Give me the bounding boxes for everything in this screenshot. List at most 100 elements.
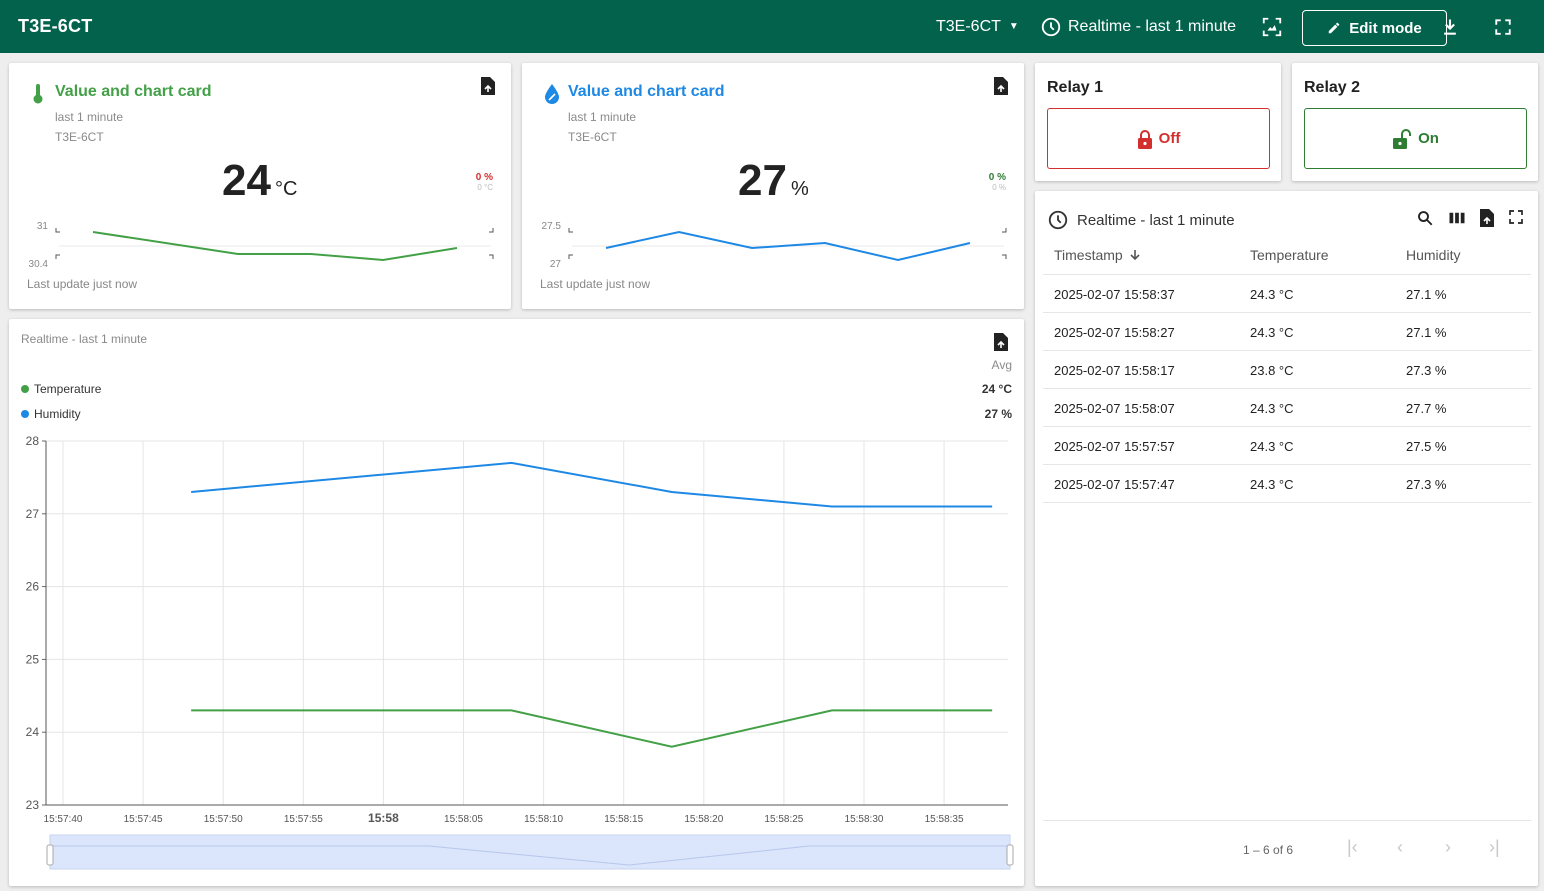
humidity-card: Value and chart card last 1 minute T3E-6… <box>522 63 1024 309</box>
thermometer-icon <box>33 84 43 104</box>
file-export-icon[interactable] <box>994 333 1008 351</box>
humidity-delta-absolute: 0 % <box>992 183 1006 192</box>
x-tick-label: 15:58:15 <box>604 814 643 825</box>
y-tick-label: 23 <box>26 798 40 812</box>
y-tick-label: 24 <box>26 725 40 739</box>
cell-temperature: 24.3 °C <box>1250 325 1294 340</box>
table-row[interactable]: 2025-02-07 15:58:07 24.3 °C 27.7 % <box>1043 389 1531 427</box>
x-tick-label: 15:58:30 <box>845 814 884 825</box>
cell-temperature: 24.3 °C <box>1250 287 1294 302</box>
top-bar: T3E-6CT T3E-6CT ▼ Realtime - last 1 minu… <box>0 0 1544 53</box>
cell-timestamp: 2025-02-07 15:58:17 <box>1054 363 1175 378</box>
search-icon[interactable] <box>1416 209 1434 227</box>
legend-label-temperature: Temperature <box>34 382 102 396</box>
humidity-delta-percent: 0 % <box>988 172 1006 183</box>
temperature-card: Value and chart card last 1 minute T3E-6… <box>9 63 511 309</box>
humidity-delta: 0 % 0 % <box>989 173 1006 192</box>
download-icon[interactable] <box>1439 0 1461 53</box>
column-header-timestamp[interactable]: Timestamp <box>1054 247 1141 263</box>
pencil-icon <box>1328 22 1340 34</box>
y-tick-label: 25 <box>26 652 40 666</box>
device-selector[interactable]: T3E-6CT ▼ <box>936 0 1019 53</box>
y-tick-label: 27 <box>26 507 40 521</box>
timeseries-plot: 23 24 25 26 27 28 15:57:40 15:57:45 15:57:50 15:5… <box>26 434 1014 870</box>
x-tick-label: 15:58:25 <box>764 814 803 825</box>
relay-2-card: Relay 2 On <box>1292 63 1538 181</box>
file-export-icon[interactable] <box>1480 209 1494 227</box>
legend-avg-header: Avg <box>991 358 1012 372</box>
prev-page-icon[interactable]: ‹ <box>1397 837 1403 857</box>
column-header-temperature[interactable]: Temperature <box>1250 247 1329 263</box>
table-row[interactable]: 2025-02-07 15:58:37 24.3 °C 27.1 % <box>1043 275 1531 313</box>
temperature-last-update: Last update just now <box>27 277 138 291</box>
zoom-slider-preview <box>50 845 1010 866</box>
relay-1-card: Relay 1 Off <box>1035 63 1281 181</box>
x-tick-label: 15:57:55 <box>284 814 323 825</box>
legend-avg-humidity: 27 % <box>984 407 1012 421</box>
legend-dot-humidity <box>21 410 29 418</box>
relay-2-toggle-button[interactable]: On <box>1304 108 1527 169</box>
table-row[interactable]: 2025-02-07 15:57:57 24.3 °C 27.5 % <box>1043 427 1531 465</box>
x-tick-label: 15:57:50 <box>204 814 243 825</box>
table-column-header-row <box>1043 238 1531 275</box>
legend-label-humidity: Humidity <box>34 407 81 421</box>
edit-mode-button[interactable]: Edit mode <box>1302 10 1447 46</box>
file-export-icon[interactable] <box>481 77 495 95</box>
series-line-humidity <box>191 461 993 508</box>
x-tick-label: 15:58 <box>368 811 399 825</box>
relay-1-toggle-button[interactable]: Off <box>1047 108 1270 169</box>
temperature-spark-ymax: 31 <box>36 221 48 232</box>
temperature-value-number: 24 <box>222 156 271 205</box>
humidity-spark-ymax: 27.5 <box>541 221 561 232</box>
temperature-delta: 0 % 0 °C <box>476 173 493 192</box>
legend-item-humidity[interactable]: Humidity <box>21 407 81 421</box>
arrow-down-icon <box>1130 250 1140 261</box>
series-line-temperature <box>191 709 993 748</box>
fullscreen-icon[interactable] <box>1508 209 1524 225</box>
last-page-icon[interactable]: ›| <box>1489 837 1500 857</box>
table-row[interactable]: 2025-02-07 15:58:17 23.8 °C 27.3 % <box>1043 351 1531 389</box>
zoom-handle-left <box>46 844 54 866</box>
lock-open-icon <box>1393 128 1412 149</box>
cell-timestamp: 2025-02-07 15:58:37 <box>1054 287 1175 302</box>
x-tick-label: 15:58:05 <box>444 814 483 825</box>
y-tick-label: 28 <box>26 434 40 448</box>
table-row[interactable]: 2025-02-07 15:57:47 24.3 °C 27.3 % <box>1043 465 1531 503</box>
zoom-handle-right <box>1006 844 1014 866</box>
temperature-card-title: Value and chart card <box>55 83 212 100</box>
temperature-delta-percent: 0 % <box>475 172 493 183</box>
file-export-icon[interactable] <box>994 77 1008 95</box>
humidity-card-title: Value and chart card <box>568 83 725 100</box>
table-row[interactable]: 2025-02-07 15:58:27 24.3 °C 27.1 % <box>1043 313 1531 351</box>
next-page-icon[interactable]: › <box>1445 837 1451 857</box>
legend-item-temperature[interactable]: Temperature <box>21 382 101 396</box>
cell-humidity: 27.7 % <box>1406 401 1447 416</box>
timeseries-table-card: Realtime - last 1 minute Timestamp Tempe… <box>1035 191 1538 886</box>
clock-icon <box>1041 17 1061 36</box>
cell-temperature: 24.3 °C <box>1250 439 1294 454</box>
image-export-icon[interactable] <box>1260 0 1284 53</box>
fullscreen-icon[interactable] <box>1493 0 1513 53</box>
cell-temperature: 24.3 °C <box>1250 477 1294 492</box>
dashboard-title: T3E-6CT <box>18 16 93 36</box>
clock-icon <box>1048 210 1068 230</box>
cell-humidity: 27.5 % <box>1406 439 1447 454</box>
x-tick-label: 15:58:20 <box>684 814 723 825</box>
columns-icon[interactable] <box>1448 209 1466 227</box>
column-header-humidity[interactable]: Humidity <box>1406 247 1461 263</box>
cell-humidity: 27.1 % <box>1406 325 1447 340</box>
relay-2-state: On <box>1418 130 1439 147</box>
timewindow-selector[interactable]: Realtime - last 1 minute <box>1040 0 1236 53</box>
legend-avg-temperature: 24 °C <box>981 382 1012 396</box>
x-tick-label: 15:58:10 <box>524 814 563 825</box>
timeseries-chart-card: Realtime - last 1 minute Avg Temperature… <box>9 319 1024 886</box>
cell-humidity: 27.1 % <box>1406 287 1447 302</box>
temperature-spark-ymin: 30.4 <box>28 259 48 270</box>
x-tick-label: 15:58:35 <box>925 814 964 825</box>
temperature-delta-absolute: 0 °C <box>477 183 493 192</box>
humidity-card-device: T3E-6CT <box>568 130 617 144</box>
cell-timestamp: 2025-02-07 15:57:57 <box>1054 439 1175 454</box>
first-page-icon[interactable]: |‹ <box>1347 837 1358 857</box>
table-header: Realtime - last 1 minute <box>1047 209 1235 231</box>
humidity-spark-ymin: 27 <box>549 259 561 270</box>
